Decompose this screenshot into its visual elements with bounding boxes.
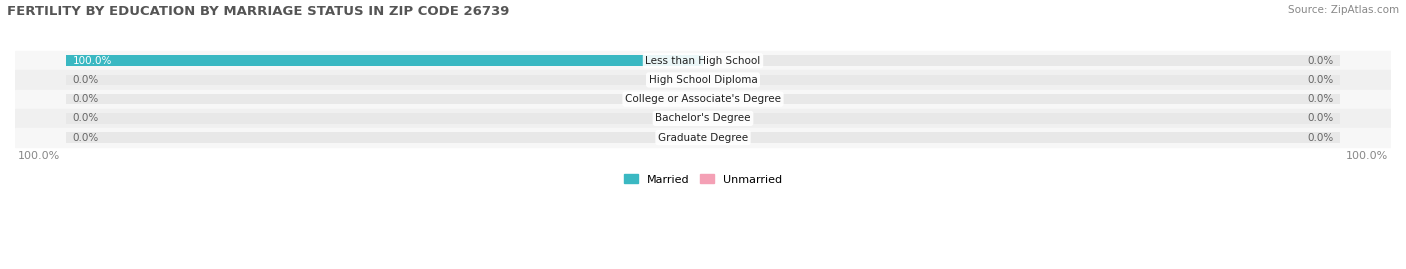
Text: 0.0%: 0.0%: [1308, 56, 1334, 66]
Bar: [703, 94, 1340, 104]
Text: 0.0%: 0.0%: [72, 113, 98, 123]
Bar: [15, 128, 1391, 147]
Bar: [703, 132, 1340, 143]
Legend: Married, Unmarried: Married, Unmarried: [620, 170, 786, 189]
Bar: [703, 113, 1340, 124]
Bar: [15, 109, 1391, 128]
Text: 0.0%: 0.0%: [72, 94, 98, 104]
Bar: [66, 55, 703, 66]
Text: 0.0%: 0.0%: [1308, 94, 1334, 104]
Text: Source: ZipAtlas.com: Source: ZipAtlas.com: [1288, 5, 1399, 15]
Bar: [15, 70, 1391, 90]
Bar: [703, 55, 1340, 66]
Text: Graduate Degree: Graduate Degree: [658, 133, 748, 143]
Bar: [703, 75, 1340, 85]
Text: 0.0%: 0.0%: [1308, 113, 1334, 123]
Bar: [15, 90, 1391, 109]
Text: FERTILITY BY EDUCATION BY MARRIAGE STATUS IN ZIP CODE 26739: FERTILITY BY EDUCATION BY MARRIAGE STATU…: [7, 5, 509, 18]
Text: 0.0%: 0.0%: [72, 133, 98, 143]
Text: Less than High School: Less than High School: [645, 56, 761, 66]
Bar: [66, 113, 703, 124]
Bar: [66, 132, 703, 143]
Text: Bachelor's Degree: Bachelor's Degree: [655, 113, 751, 123]
Text: 0.0%: 0.0%: [1308, 133, 1334, 143]
Text: High School Diploma: High School Diploma: [648, 75, 758, 85]
Bar: [66, 55, 703, 66]
Bar: [15, 51, 1391, 70]
Text: 100.0%: 100.0%: [72, 56, 111, 66]
Text: 0.0%: 0.0%: [1308, 75, 1334, 85]
Text: 0.0%: 0.0%: [72, 75, 98, 85]
Text: 100.0%: 100.0%: [1346, 151, 1388, 161]
Bar: [66, 94, 703, 104]
Text: College or Associate's Degree: College or Associate's Degree: [626, 94, 780, 104]
Text: 100.0%: 100.0%: [18, 151, 60, 161]
Bar: [66, 75, 703, 85]
